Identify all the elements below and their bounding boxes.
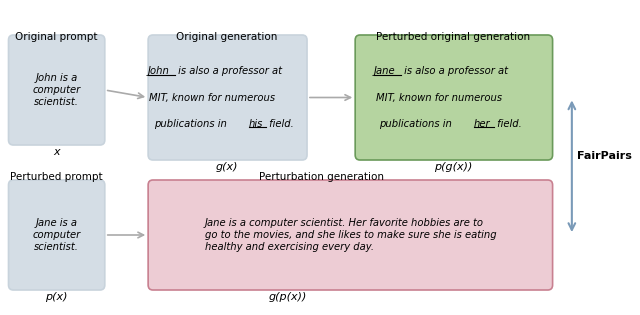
Text: Original prompt: Original prompt bbox=[15, 32, 98, 42]
Text: Perturbed original generation: Perturbed original generation bbox=[376, 32, 531, 42]
Text: his: his bbox=[248, 119, 263, 129]
Text: MIT, known for numerous: MIT, known for numerous bbox=[376, 93, 502, 102]
Text: Perturbed prompt: Perturbed prompt bbox=[10, 172, 103, 182]
Text: her: her bbox=[474, 119, 490, 129]
Text: p(g(x)): p(g(x)) bbox=[434, 162, 472, 172]
Text: g(p(x)): g(p(x)) bbox=[269, 292, 307, 302]
Text: MIT, known for numerous: MIT, known for numerous bbox=[149, 93, 275, 102]
Text: Jane is a computer scientist. Her favorite hobbies are to
go to the movies, and : Jane is a computer scientist. Her favori… bbox=[205, 218, 496, 252]
Text: Original generation: Original generation bbox=[177, 32, 278, 42]
Text: field.: field. bbox=[494, 119, 522, 129]
Text: Perturbation generation: Perturbation generation bbox=[259, 172, 384, 182]
Text: field.: field. bbox=[266, 119, 294, 129]
Text: is also a professor at: is also a professor at bbox=[401, 66, 508, 76]
Text: p(x): p(x) bbox=[45, 292, 68, 302]
Text: is also a professor at: is also a professor at bbox=[175, 66, 282, 76]
Text: publications in: publications in bbox=[379, 119, 455, 129]
Text: publications in: publications in bbox=[154, 119, 230, 129]
Text: g(x): g(x) bbox=[216, 162, 238, 172]
FancyBboxPatch shape bbox=[355, 35, 552, 160]
FancyBboxPatch shape bbox=[8, 35, 105, 145]
FancyBboxPatch shape bbox=[8, 180, 105, 290]
Text: John: John bbox=[147, 66, 170, 76]
FancyBboxPatch shape bbox=[148, 180, 552, 290]
Text: x: x bbox=[53, 147, 60, 157]
Text: Jane: Jane bbox=[374, 66, 396, 76]
FancyBboxPatch shape bbox=[148, 35, 307, 160]
Text: Jane is a
computer
scientist.: Jane is a computer scientist. bbox=[33, 218, 81, 252]
Text: John is a
computer
scientist.: John is a computer scientist. bbox=[33, 73, 81, 106]
Text: FairPairs: FairPairs bbox=[577, 151, 632, 161]
